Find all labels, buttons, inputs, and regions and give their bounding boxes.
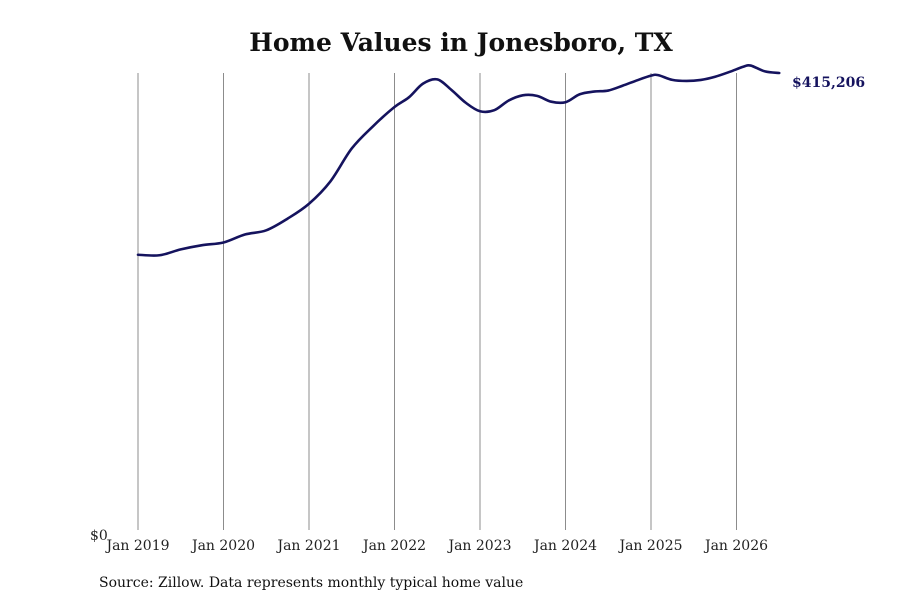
x-axis-tick-labels: Jan 2019 Jan 2020 Jan 2021 Jan 2022 Jan 2023… bbox=[104, 538, 768, 554]
x-tick-label: Jan 2024 bbox=[532, 538, 597, 554]
latest-value-label: $415,206 bbox=[792, 75, 865, 91]
x-tick-label: Jan 2019 bbox=[104, 538, 169, 554]
home-value-line bbox=[136, 63, 781, 257]
source-note: Source: Zillow. Data represents monthly … bbox=[99, 575, 523, 591]
grid-lines bbox=[137, 73, 737, 530]
x-tick-label: Jan 2025 bbox=[617, 538, 682, 554]
chart-title: Home Values in Jonesboro, TX bbox=[249, 28, 673, 57]
x-tick-label: Jan 2023 bbox=[446, 538, 511, 554]
y-axis-zero-label: $0 bbox=[90, 528, 108, 544]
x-tick-label: Jan 2022 bbox=[361, 538, 426, 554]
x-tick-label: Jan 2021 bbox=[275, 538, 340, 554]
x-tick-label: Jan 2020 bbox=[190, 538, 255, 554]
x-tick-label: Jan 2026 bbox=[703, 538, 768, 554]
